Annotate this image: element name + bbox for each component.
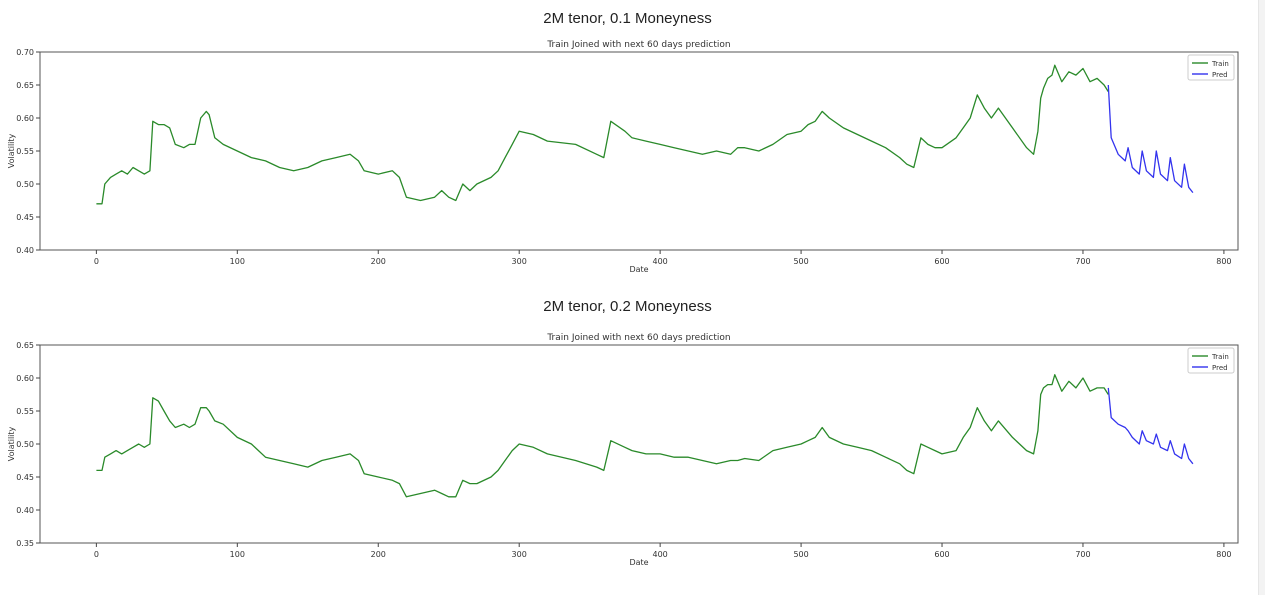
x-tick-label: 800 [1216,257,1231,266]
chart-title: Train Joined with next 60 days predictio… [546,40,730,50]
y-tick-label: 0.60 [16,114,34,123]
chart-title: Train Joined with next 60 days predictio… [546,333,730,343]
y-tick-label: 0.50 [16,180,34,189]
x-axis-label: Date [629,558,648,567]
y-tick-label: 0.45 [16,473,34,482]
y-tick-label: 0.50 [16,440,34,449]
plot-frame [39,344,1239,544]
x-tick-label: 300 [512,550,527,559]
x-tick-label: 600 [934,550,949,559]
x-tick-label: 700 [1075,257,1090,266]
legend-label-pred: Pred [1212,364,1228,372]
y-axis-label: Volatility [7,133,16,168]
y-tick-label: 0.60 [16,374,34,383]
x-tick-label: 100 [230,550,245,559]
line-chart: Train Joined with next 60 days predictio… [7,40,1239,274]
x-tick-label: 600 [934,257,949,266]
series-line-pred [1107,84,1194,194]
x-tick-label: 400 [653,550,668,559]
scrollbar-track[interactable] [1258,0,1265,595]
panel-heading: 2M tenor, 0.1 Moneyness [543,10,712,27]
series-line-pred [1107,387,1194,465]
legend-label-train: Train [1211,60,1229,68]
x-tick-label: 300 [512,257,527,266]
x-tick-label: 500 [793,257,808,266]
x-axis-label: Date [629,265,648,274]
x-tick-label: 200 [371,550,386,559]
y-tick-label: 0.65 [16,341,34,350]
x-tick-label: 800 [1216,550,1231,559]
x-tick-label: 400 [653,257,668,266]
x-tick-label: 700 [1075,550,1090,559]
x-tick-label: 200 [371,257,386,266]
y-tick-label: 0.40 [16,246,34,255]
y-tick-label: 0.35 [16,539,34,548]
y-tick-label: 0.55 [16,407,34,416]
y-tick-label: 0.55 [16,147,34,156]
y-tick-label: 0.70 [16,48,34,57]
x-tick-label: 0 [94,257,99,266]
y-tick-label: 0.40 [16,506,34,515]
y-tick-label: 0.65 [16,81,34,90]
series-line-train [96,374,1109,498]
legend-label-pred: Pred [1212,71,1228,79]
series-line-train [96,64,1109,205]
y-axis-label: Volatility [7,426,16,461]
x-tick-label: 500 [793,550,808,559]
line-chart: Train Joined with next 60 days predictio… [7,333,1239,567]
legend-label-train: Train [1211,353,1229,361]
x-tick-label: 100 [230,257,245,266]
panel-heading: 2M tenor, 0.2 Moneyness [543,298,712,315]
plot-frame [39,51,1239,251]
y-tick-label: 0.45 [16,213,34,222]
x-tick-label: 0 [94,550,99,559]
